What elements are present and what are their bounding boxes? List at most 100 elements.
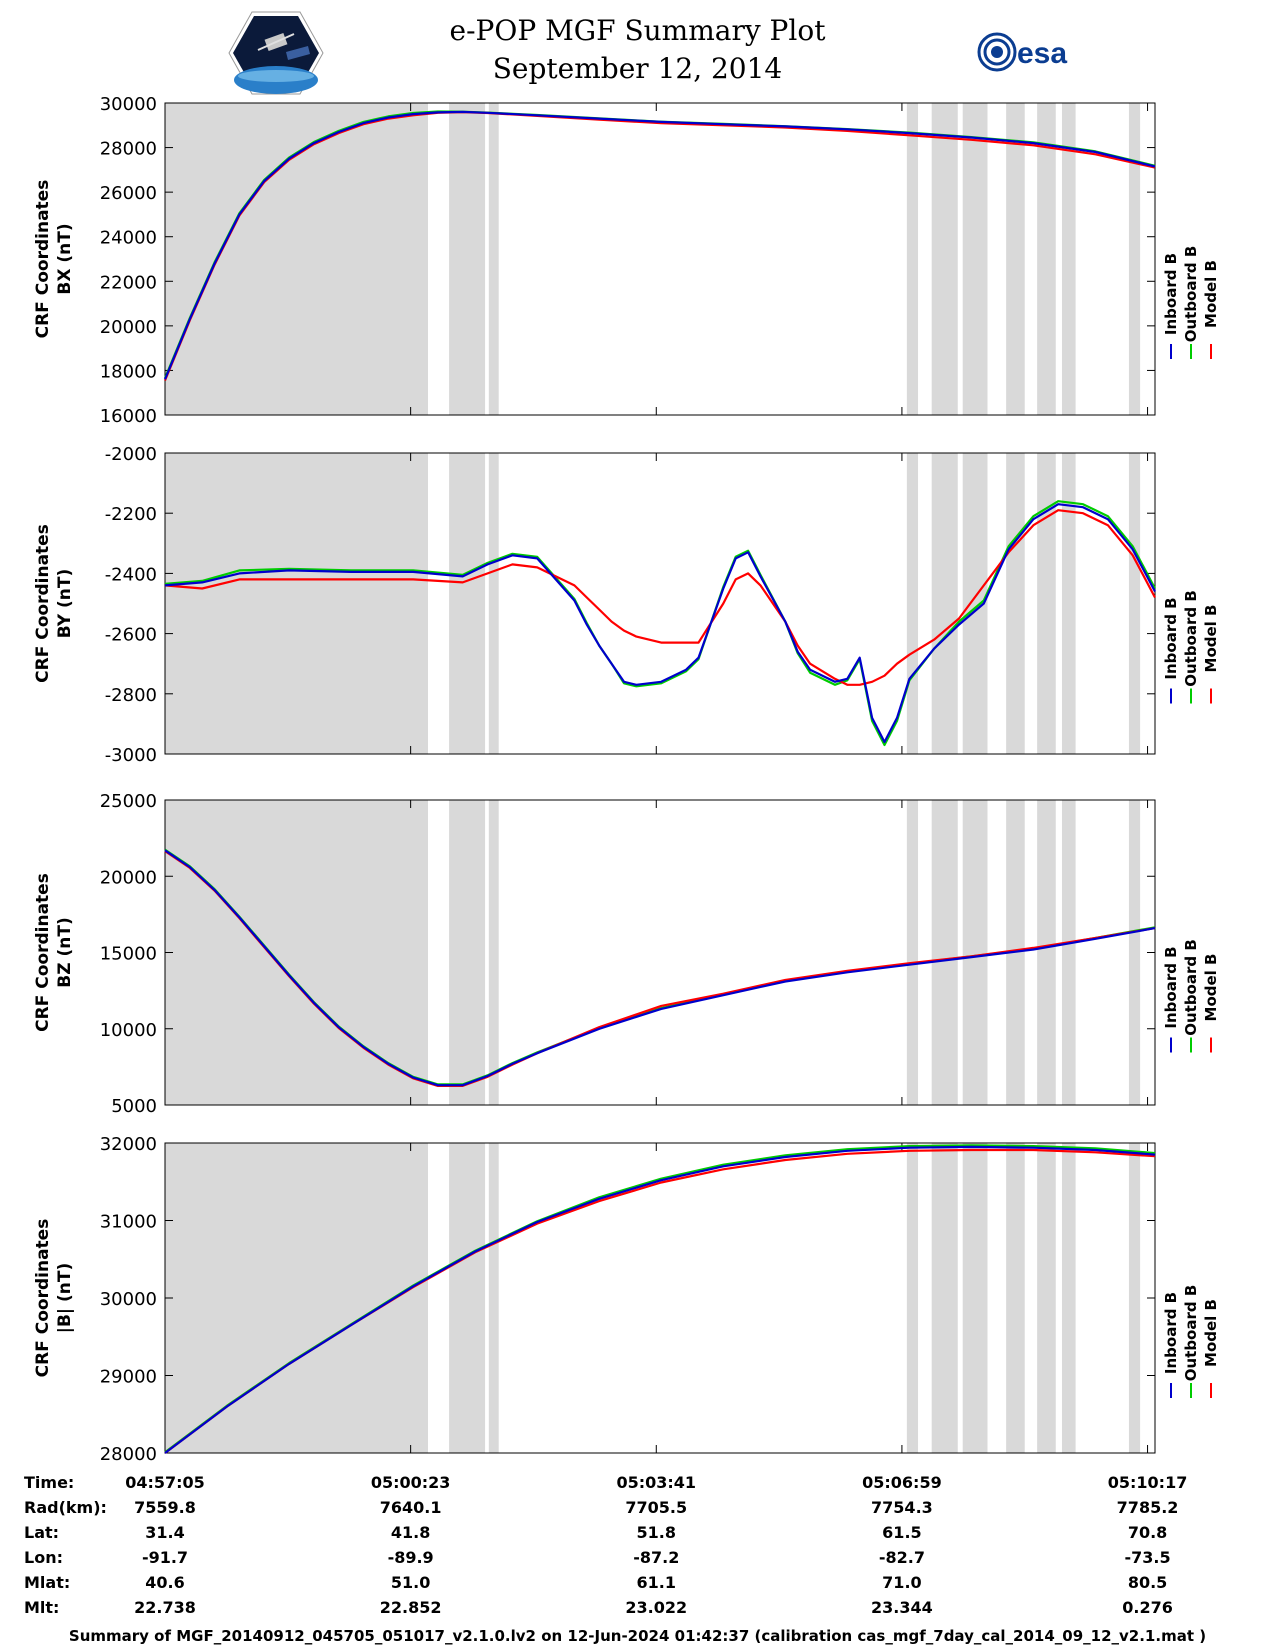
ephemeris-value: 7705.5 xyxy=(625,1498,687,1517)
plot-title: e-POP MGF Summary Plot xyxy=(449,14,826,47)
legend-label: Outboard B xyxy=(1182,590,1200,687)
gap-band xyxy=(1006,453,1025,754)
y-tick-label: 29000 xyxy=(100,1367,157,1388)
gap-band xyxy=(165,453,429,754)
y-tick-label: -2800 xyxy=(105,685,157,706)
gap-band xyxy=(1037,103,1056,415)
y-tick-label: 15000 xyxy=(100,944,157,965)
series-line-inboard-b xyxy=(163,110,1156,380)
y-tick-label: 30000 xyxy=(100,1289,157,1310)
gap-band xyxy=(1061,103,1076,415)
legend: Inboard B Outboard B Model B xyxy=(1162,590,1220,704)
esa-logo: esa xyxy=(977,32,1067,72)
y-axis-unit-label: BY (nT) xyxy=(55,569,75,639)
ephemeris-value: 61.5 xyxy=(882,1523,921,1542)
gap-band xyxy=(1061,800,1076,1105)
gap-band xyxy=(931,1143,958,1453)
esa-emblem-icon xyxy=(977,32,1017,72)
axes-frame xyxy=(164,102,1156,416)
ephemeris-value: 80.5 xyxy=(1128,1573,1167,1592)
series-line-outboard-b xyxy=(164,500,1156,747)
y-tick-label: -2400 xyxy=(105,564,157,585)
legend-label: Model B xyxy=(1202,260,1220,328)
legend-label: Model B xyxy=(1202,605,1220,673)
gap-band xyxy=(488,1143,499,1453)
panel-4: 28000 29000 30000 31000 32000 CRF Coordinates… xyxy=(33,1134,1220,1465)
footer-summary: Summary of MGF_20140912_045705_051017_v2… xyxy=(68,1627,1207,1645)
legend-label: Inboard B xyxy=(1162,253,1180,335)
gap-band xyxy=(962,103,988,415)
y-tick-label: 25000 xyxy=(100,791,157,812)
legend-label: Inboard B xyxy=(1162,946,1180,1028)
ephemeris-value: 51.8 xyxy=(637,1523,676,1542)
gap-band xyxy=(488,800,499,1105)
cassiope-logo xyxy=(228,11,324,95)
y-tick-label: 30000 xyxy=(100,94,157,115)
gap-band xyxy=(906,103,919,415)
ephemeris-value: 23.344 xyxy=(871,1598,933,1617)
gap-band xyxy=(449,800,486,1105)
y-tick-label: -2000 xyxy=(105,444,157,465)
y-tick-label: -2200 xyxy=(105,504,157,525)
y-axis-label: CRF Coordinates xyxy=(33,1219,53,1378)
y-tick-label: 20000 xyxy=(100,867,157,888)
ephemeris-row-label: Rad(km): xyxy=(24,1498,107,1517)
y-tick-label: -2600 xyxy=(105,625,157,646)
y-axis-unit-label: |B| (nT) xyxy=(55,1263,75,1334)
ephemeris-value: 51.0 xyxy=(391,1573,430,1592)
gap-band xyxy=(1037,800,1056,1105)
ephemeris-value: 31.4 xyxy=(145,1523,184,1542)
legend-label: Model B xyxy=(1202,1299,1220,1367)
legend-label: Model B xyxy=(1202,954,1220,1022)
legend-label: Outboard B xyxy=(1182,939,1200,1036)
ephemeris-value: -82.7 xyxy=(879,1548,925,1567)
gap-band xyxy=(906,1143,919,1453)
panel-2: -3000 -2800 -2600 -2400 -2200 -2000 CRF Coordi… xyxy=(33,444,1220,766)
y-tick-label: 10000 xyxy=(100,1020,157,1041)
legend: Inboard B Outboard B Model B xyxy=(1162,246,1220,359)
y-tick-label: 22000 xyxy=(100,272,157,293)
ephemeris-value: 41.8 xyxy=(391,1523,430,1542)
gap-band xyxy=(962,800,988,1105)
ephemeris-value: -89.9 xyxy=(388,1548,434,1567)
gap-band xyxy=(1037,453,1056,754)
ephemeris-value: -87.2 xyxy=(633,1548,679,1567)
gap-band xyxy=(1128,1143,1141,1453)
series-line-inboard-b xyxy=(164,849,1156,1087)
ephemeris-value: 22.852 xyxy=(380,1598,442,1617)
gap-band xyxy=(449,453,486,754)
y-axis-label: CRF Coordinates xyxy=(33,873,53,1032)
legend: Inboard B Outboard B Model B xyxy=(1162,1285,1220,1398)
ephemeris-value: 05:10:17 xyxy=(1108,1473,1188,1492)
ephemeris-value: 05:00:23 xyxy=(371,1473,451,1492)
gap-band xyxy=(1037,1143,1056,1453)
ephemeris-row-label: Lat: xyxy=(24,1523,59,1542)
ephemeris-value: -91.7 xyxy=(142,1548,188,1567)
gap-band xyxy=(449,1143,486,1453)
y-axis-label: CRF Coordinates xyxy=(33,524,53,683)
y-tick-label: 31000 xyxy=(100,1212,157,1233)
gap-band xyxy=(1128,800,1141,1105)
gap-band xyxy=(906,800,919,1105)
ephemeris-value: 04:57:05 xyxy=(125,1473,205,1492)
legend: Inboard B Outboard B Model B xyxy=(1162,939,1220,1053)
y-axis-unit-label: BX (nT) xyxy=(55,223,75,294)
series-line-inboard-b xyxy=(164,1145,1156,1454)
y-tick-label: 16000 xyxy=(100,406,157,427)
gap-band xyxy=(1006,103,1025,415)
gap-band xyxy=(962,1143,988,1453)
gap-band xyxy=(165,1143,429,1453)
y-axis-unit-label: BZ (nT) xyxy=(55,917,75,987)
ephemeris-value: 61.1 xyxy=(637,1573,676,1592)
axes-frame xyxy=(164,452,1156,755)
gap-band xyxy=(165,800,429,1105)
gap-band xyxy=(1128,103,1141,415)
ephemeris-value: 7785.2 xyxy=(1117,1498,1179,1517)
y-tick-label: 20000 xyxy=(100,317,157,338)
ephemeris-row-label: Mlat: xyxy=(24,1573,70,1592)
gap-band xyxy=(1061,453,1076,754)
ephemeris-row-label: Time: xyxy=(24,1473,74,1492)
y-tick-label: 26000 xyxy=(100,183,157,204)
y-tick-label: -3000 xyxy=(105,745,157,766)
y-tick-label: 18000 xyxy=(100,361,157,382)
